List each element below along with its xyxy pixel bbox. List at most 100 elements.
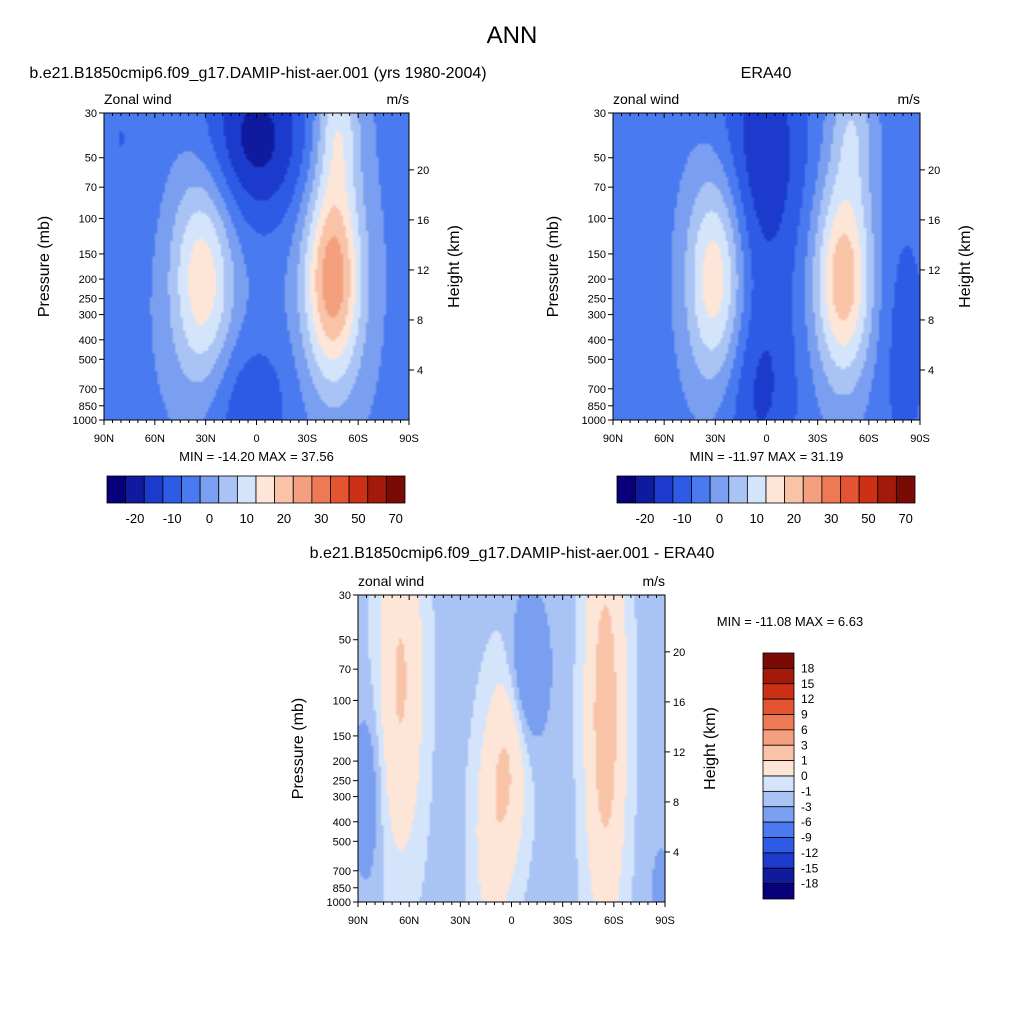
x-tick-label: 60S bbox=[348, 433, 368, 445]
y2-tick-label: 8 bbox=[673, 797, 679, 809]
x-tick-label: 30N bbox=[450, 915, 470, 927]
y-tick-label: 1000 bbox=[327, 897, 351, 909]
y-axis-label: Pressure (mb) bbox=[36, 216, 53, 317]
y-tick-label: 200 bbox=[588, 274, 606, 286]
colorbar-label: 6 bbox=[801, 723, 808, 737]
min-max-stats: MIN = -11.08 MAX = 6.63 bbox=[717, 614, 863, 629]
colorbar-box bbox=[274, 475, 294, 504]
colorbar-box bbox=[199, 475, 220, 504]
panel-model: b.e21.B1850cmip6.f09_g17.DAMIP-hist-aer.… bbox=[29, 65, 486, 526]
x-tick-label: 90N bbox=[603, 433, 623, 445]
colorbar-box bbox=[762, 729, 795, 746]
colorbar-label: 3 bbox=[801, 738, 808, 752]
contour-field bbox=[358, 595, 665, 902]
colorbar-label: 30 bbox=[314, 511, 328, 526]
x-tick-label: 30N bbox=[196, 433, 216, 445]
y-tick-label: 500 bbox=[588, 354, 606, 366]
colorbar-box bbox=[709, 475, 730, 504]
colorbar-label: 50 bbox=[351, 511, 365, 526]
colorbar-box bbox=[762, 652, 795, 669]
y-tick-label: 400 bbox=[333, 817, 351, 829]
colorbar-box bbox=[255, 475, 276, 504]
colorbar-box bbox=[895, 475, 916, 504]
x-tick-label: 0 bbox=[763, 433, 769, 445]
y-tick-label: 30 bbox=[85, 108, 97, 120]
y-tick-label: 500 bbox=[333, 836, 351, 848]
y-tick-label: 850 bbox=[588, 401, 606, 413]
y2-tick-label: 4 bbox=[673, 847, 679, 859]
colorbar-box bbox=[672, 475, 692, 504]
y-tick-label: 150 bbox=[588, 249, 606, 261]
colorbar-box bbox=[762, 883, 795, 900]
y-tick-label: 100 bbox=[333, 695, 351, 707]
y-tick-label: 100 bbox=[588, 213, 606, 225]
y-tick-label: 400 bbox=[79, 335, 97, 347]
y-tick-label: 150 bbox=[333, 731, 351, 743]
y-tick-label: 50 bbox=[85, 153, 97, 165]
colorbar-box bbox=[385, 475, 406, 504]
y2-tick-label: 20 bbox=[417, 165, 429, 177]
x-tick-label: 0 bbox=[253, 433, 259, 445]
colorbar-label: -1 bbox=[801, 784, 812, 798]
y-tick-label: 250 bbox=[79, 294, 97, 306]
colorbar-label: 0 bbox=[716, 511, 723, 526]
colorbar-box bbox=[762, 714, 795, 731]
y-tick-label: 400 bbox=[588, 335, 606, 347]
x-tick-label: 60N bbox=[399, 915, 419, 927]
colorbar-label: 70 bbox=[898, 511, 912, 526]
colorbar-box bbox=[218, 475, 238, 504]
colorbar-box bbox=[762, 837, 795, 854]
colorbar-box bbox=[821, 475, 841, 504]
y2-axis-label: Height (km) bbox=[957, 225, 974, 308]
colorbar-label: -9 bbox=[801, 831, 812, 845]
colorbar-box bbox=[236, 475, 257, 504]
colorbar-label: -6 bbox=[801, 815, 812, 829]
y2-tick-label: 12 bbox=[417, 265, 429, 277]
y2-tick-label: 20 bbox=[928, 165, 940, 177]
colorbar-box bbox=[802, 475, 823, 504]
y-tick-label: 100 bbox=[79, 213, 97, 225]
page-title: ANN bbox=[487, 22, 538, 49]
colorbar-box bbox=[765, 475, 786, 504]
y-tick-label: 30 bbox=[594, 108, 606, 120]
colorbar-box bbox=[762, 821, 795, 838]
colorbar-box bbox=[330, 475, 350, 504]
right-string: m/s bbox=[642, 573, 665, 589]
colorbar-label: 70 bbox=[388, 511, 402, 526]
colorbar-box bbox=[311, 475, 331, 504]
y-tick-label: 50 bbox=[594, 153, 606, 165]
colorbar-box bbox=[181, 475, 201, 504]
y-tick-label: 850 bbox=[79, 401, 97, 413]
colorbar-label: -12 bbox=[801, 846, 819, 860]
y-tick-label: 250 bbox=[588, 294, 606, 306]
min-max-stats: MIN = -11.97 MAX = 31.19 bbox=[690, 449, 844, 464]
x-tick-label: 60S bbox=[859, 433, 879, 445]
colorbar-label: 0 bbox=[801, 769, 808, 783]
colorbar-label: -18 bbox=[801, 877, 819, 891]
colorbar-box bbox=[858, 475, 879, 504]
y-axis-label: Pressure (mb) bbox=[545, 216, 562, 317]
y-tick-label: 30 bbox=[339, 590, 351, 602]
y-tick-label: 200 bbox=[79, 274, 97, 286]
colorbar-label: -20 bbox=[126, 511, 145, 526]
y-tick-label: 70 bbox=[85, 182, 97, 194]
y-tick-label: 1000 bbox=[582, 415, 606, 427]
y2-tick-label: 4 bbox=[928, 365, 934, 377]
x-tick-label: 30S bbox=[298, 433, 318, 445]
colorbar-box bbox=[840, 475, 860, 504]
y2-axis-label: Height (km) bbox=[446, 225, 463, 308]
y-tick-label: 300 bbox=[588, 310, 606, 322]
colorbar-box bbox=[728, 475, 748, 504]
y2-tick-label: 8 bbox=[417, 315, 423, 327]
y2-tick-label: 12 bbox=[928, 265, 940, 277]
colorbar-label: -3 bbox=[801, 800, 812, 814]
colorbar-box bbox=[784, 475, 804, 504]
left-string: zonal wind bbox=[358, 573, 424, 589]
y2-tick-label: 4 bbox=[417, 365, 423, 377]
colorbar-box bbox=[746, 475, 767, 504]
colorbar-box bbox=[616, 475, 637, 504]
colorbar-box bbox=[292, 475, 313, 504]
panel-title: b.e21.B1850cmip6.f09_g17.DAMIP-hist-aer.… bbox=[29, 65, 486, 82]
